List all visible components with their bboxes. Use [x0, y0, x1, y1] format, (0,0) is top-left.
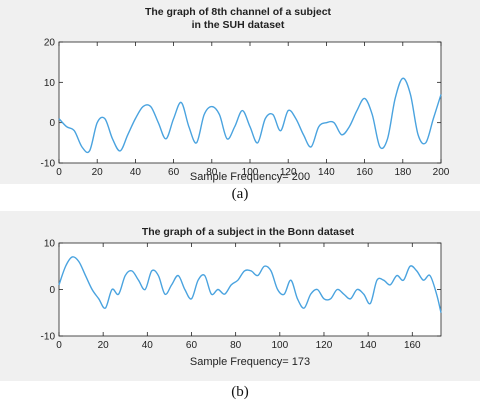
chart-b-x-tick-label: 0 [56, 340, 62, 351]
chart-a-x-tick-label: 0 [56, 167, 62, 178]
chart-a-x-tick-label: 60 [168, 167, 180, 178]
chart-a-svg: The graph of 8th channel of a subject in… [41, 6, 450, 183]
chart-a-x-tick-label: 80 [206, 167, 218, 178]
chart-b-x-tick-label: 80 [230, 340, 242, 351]
chart-b-x-tick-label: 160 [404, 340, 421, 351]
chart-a-y-tick-label: 0 [49, 118, 55, 129]
chart-b-svg: The graph of a subject in the Bonn datas… [41, 226, 442, 368]
chart-panel-a: The graph of 8th channel of a subject in… [0, 0, 480, 184]
chart-b-title: The graph of a subject in the Bonn datas… [142, 226, 355, 238]
chart-b-x-tick-label: 60 [186, 340, 198, 351]
chart-a-title-line-1: The graph of 8th channel of a subject [145, 6, 332, 18]
chart-b-x-tick-label: 100 [271, 340, 288, 351]
chart-b-x-tick-label: 140 [360, 340, 377, 351]
chart-b-series-line [58, 256, 442, 313]
chart-a-x-tick-label: 40 [130, 167, 142, 178]
chart-a-x-tick-label: 120 [280, 167, 297, 178]
caption-b: (b) [231, 384, 249, 400]
caption-a: (a) [231, 186, 249, 202]
chart-a-title-line-2: in the SUH dataset [192, 19, 285, 31]
chart-b-xlabel: Sample Frequency= 173 [190, 356, 310, 368]
chart-a-y-tick-label: -10 [41, 159, 56, 170]
chart-a-xlabel: Sample Frequency= 200 [190, 171, 310, 183]
chart-a-x-tick-label: 200 [433, 167, 450, 178]
chart-a-y-tick-label: 20 [44, 38, 56, 49]
chart-a-series-line [58, 77, 442, 154]
chart-a-x-tick-label: 160 [356, 167, 373, 178]
chart-a-y-tick-label: 10 [44, 78, 56, 89]
chart-a-plot-area [58, 41, 442, 164]
chart-b-x-tick-label: 120 [316, 340, 333, 351]
chart-panel-b: The graph of a subject in the Bonn datas… [0, 211, 480, 381]
chart-a-x-tick-label: 100 [242, 167, 259, 178]
chart-b-y-tick-label: -10 [41, 332, 56, 343]
chart-a-x-tick-label: 20 [92, 167, 104, 178]
chart-b-x-tick-label: 20 [98, 340, 110, 351]
chart-a-x-tick-label: 140 [318, 167, 335, 178]
chart-b-x-tick-label: 40 [142, 340, 154, 351]
chart-b-y-tick-label: 10 [44, 239, 56, 250]
chart-b-y-tick-label: 0 [49, 285, 55, 296]
chart-a-x-tick-label: 180 [394, 167, 411, 178]
chart-b-plot-area [58, 242, 442, 337]
